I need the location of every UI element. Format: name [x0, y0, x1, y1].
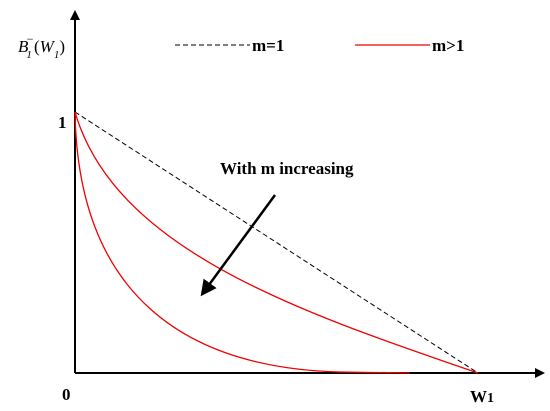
- legend-label: m>1: [432, 36, 464, 55]
- origin-label: 0: [62, 385, 71, 404]
- arrow: [200, 194, 277, 297]
- annotation: With m increasing: [220, 159, 354, 178]
- y-axis-label: B1−(W1): [18, 32, 65, 61]
- y-tick-label: 1: [58, 113, 67, 132]
- curve: [74, 111, 479, 374]
- dashed-line: [74, 111, 479, 374]
- legend-label: m=1: [252, 36, 284, 55]
- x-axis-label: W1: [470, 387, 494, 406]
- curve: [74, 111, 411, 374]
